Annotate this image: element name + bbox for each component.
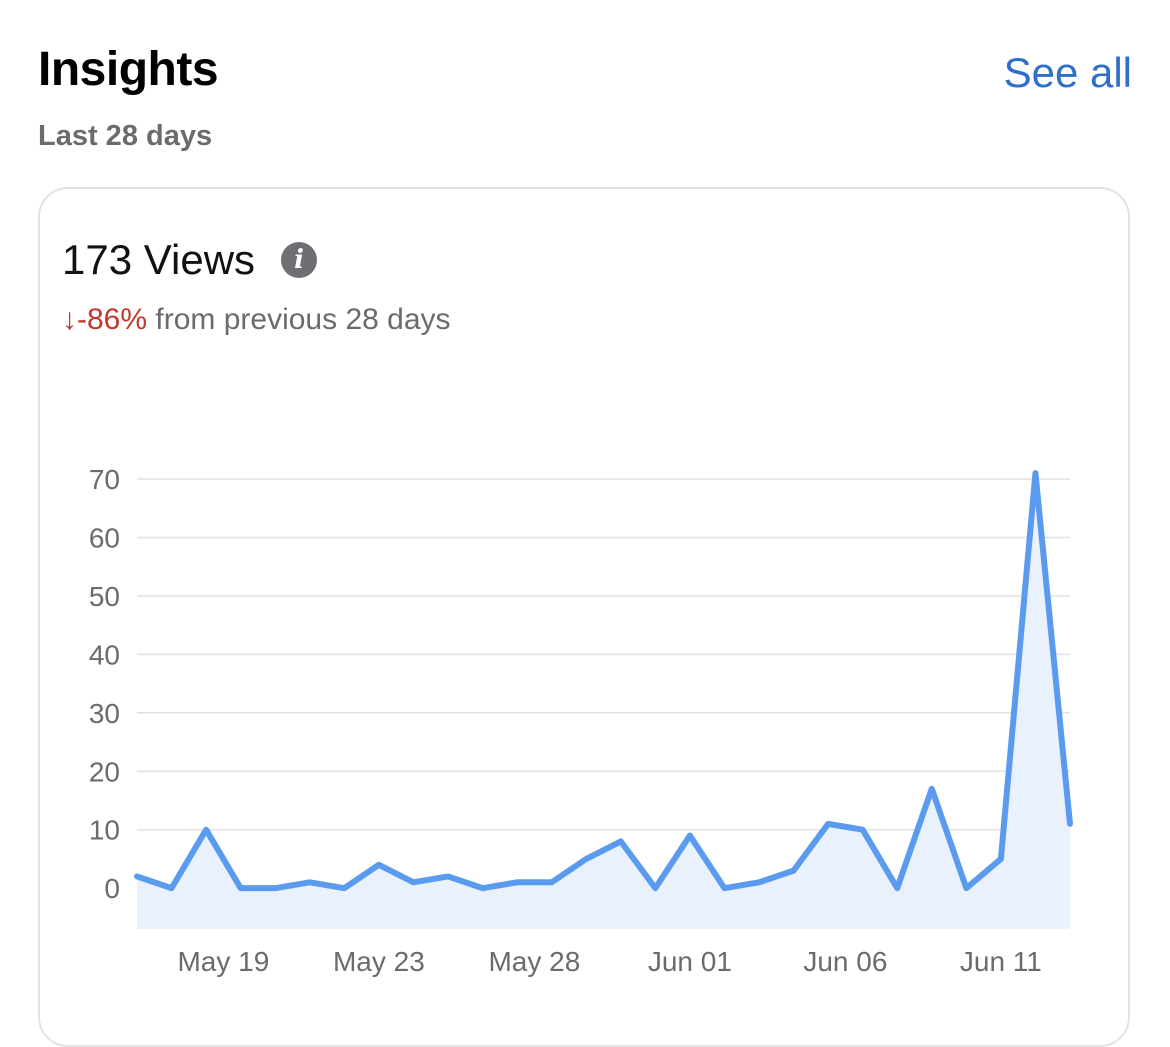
x-tick-label: May 19 (177, 946, 269, 977)
down-arrow-icon: ↓ (62, 303, 77, 336)
views-card[interactable]: 0 10 20 30 40 50 60 70 May 19 May 23 May 28 Jun 01 J… (38, 187, 1130, 1047)
change-row: ↓-86% from previous 28 days (62, 305, 451, 335)
y-tick-label: 60 (89, 522, 120, 553)
info-icon[interactable]: i (281, 242, 317, 278)
x-tick-label: May 23 (333, 946, 425, 977)
y-tick-label: 50 (89, 581, 120, 612)
x-tick-label: May 28 (488, 946, 580, 977)
x-tick-label: Jun 06 (803, 946, 887, 977)
y-tick-label: 20 (89, 756, 120, 787)
see-all-link[interactable]: See all (1004, 52, 1132, 94)
period-label: Last 28 days (38, 122, 212, 151)
y-tick-label: 30 (89, 698, 120, 729)
page-title: Insights (38, 46, 218, 94)
y-tick-label: 70 (89, 464, 120, 495)
y-tick-label: 10 (89, 815, 120, 846)
change-description: from previous 28 days (147, 303, 450, 336)
y-tick-label: 0 (104, 873, 120, 904)
change-percent: -86% (77, 303, 147, 336)
x-tick-label: Jun 11 (960, 946, 1042, 977)
x-tick-label: Jun 01 (648, 946, 732, 977)
series-area (137, 473, 1070, 929)
metric-row: 173 Views i (62, 239, 317, 281)
y-tick-label: 40 (89, 639, 120, 670)
views-metric: 173 Views (62, 239, 255, 281)
